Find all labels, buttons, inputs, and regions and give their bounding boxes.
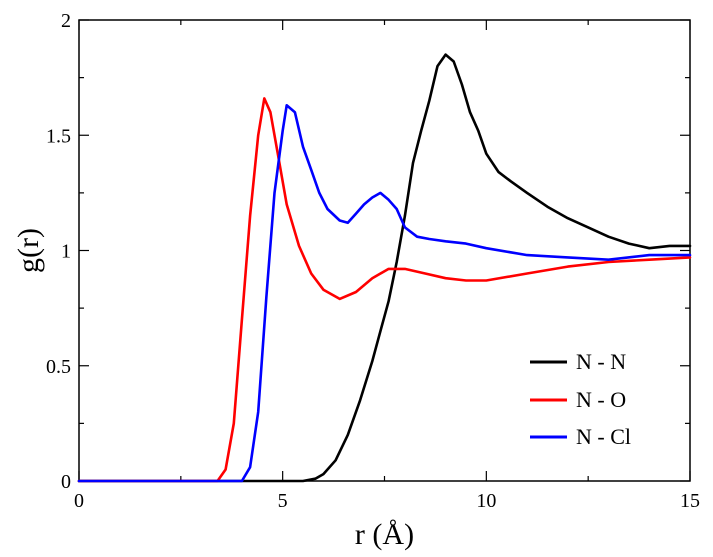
x-axis-title: r (Å) xyxy=(355,518,414,551)
y-tick-label: 0 xyxy=(61,471,71,493)
legend: N - N N - O N - Cl xyxy=(530,349,631,449)
series-line-n-o xyxy=(77,97,692,483)
x-tick-label: 5 xyxy=(278,490,288,512)
y-axis-title: g(r) xyxy=(12,228,45,273)
legend-label-n-o: N - O xyxy=(576,387,626,412)
series-line-n-cl xyxy=(77,104,692,483)
data-series xyxy=(77,53,692,483)
x-tick-label: 15 xyxy=(680,490,700,512)
y-tick-label: 2 xyxy=(61,10,71,32)
axis-tick-labels: 0 5 10 15 0 0.5 1 1.5 2 xyxy=(46,10,700,512)
x-tick-label: 0 xyxy=(74,490,84,512)
legend-label-n-cl: N - Cl xyxy=(576,424,631,449)
series-line-n-n xyxy=(77,53,692,483)
legend-label-n-n: N - N xyxy=(576,349,626,374)
y-tick-label: 1 xyxy=(61,241,71,263)
x-tick-label: 10 xyxy=(476,490,496,512)
axis-ticks xyxy=(78,19,691,482)
y-tick-label: 1.5 xyxy=(46,125,71,147)
y-tick-label: 0.5 xyxy=(46,356,71,378)
